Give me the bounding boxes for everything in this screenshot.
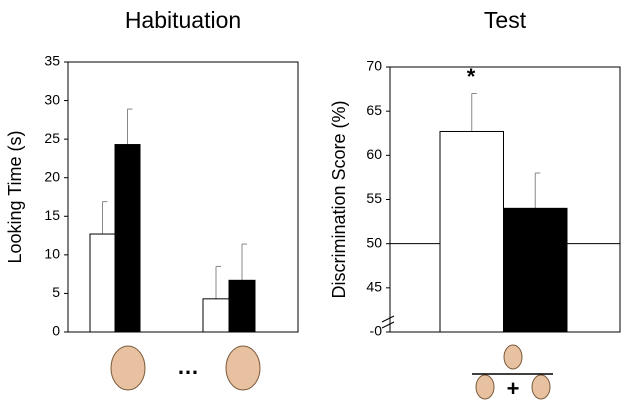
- bar: [439, 130, 504, 333]
- bar: [202, 298, 230, 333]
- y-tick-label: 30: [44, 91, 60, 107]
- y-tick-label: 0: [52, 323, 60, 339]
- chart-title: Habituation: [125, 7, 241, 33]
- bar: [114, 144, 141, 333]
- y-tick-label: 50: [366, 234, 382, 250]
- annotation: *: [467, 64, 476, 89]
- plot-frame: [67, 61, 299, 333]
- bar: [89, 233, 116, 333]
- face-icons: [110, 344, 551, 400]
- axis-break: [381, 315, 395, 323]
- y-tick-label: 10: [44, 246, 60, 262]
- y-tick-label: -0: [370, 323, 383, 339]
- y-tick-label: 45: [366, 279, 382, 295]
- face: [225, 345, 261, 391]
- y-tick-label: 55: [366, 190, 382, 206]
- y-tick-label: 5: [52, 284, 60, 300]
- face: [475, 374, 495, 400]
- y-tick-label: 20: [44, 168, 60, 184]
- annotation: +: [507, 376, 520, 401]
- face: [110, 345, 146, 391]
- y-tick-label: 25: [44, 130, 60, 146]
- y-axis-label: Looking Time (s): [5, 130, 25, 263]
- bar: [228, 279, 256, 333]
- chart-title: Test: [484, 7, 527, 33]
- y-tick-label: 65: [366, 102, 382, 118]
- face: [503, 344, 523, 370]
- face: [531, 374, 551, 400]
- y-tick-label: 35: [44, 53, 60, 69]
- bar: [503, 207, 568, 333]
- y-tick-label: 60: [366, 146, 382, 162]
- annotation: …: [177, 354, 199, 379]
- axis-break: [381, 321, 395, 329]
- y-axis-label: Discrimination Score (%): [329, 100, 349, 298]
- y-tick-label: 15: [44, 207, 60, 223]
- y-tick-label: 70: [366, 58, 382, 74]
